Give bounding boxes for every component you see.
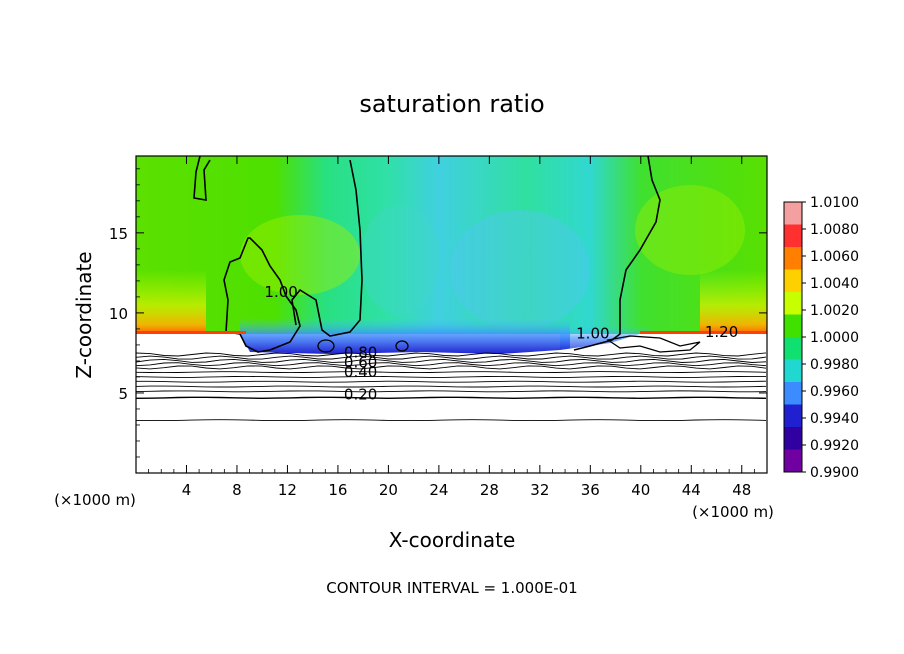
colorbar-label: 1.0100 xyxy=(810,195,859,211)
dry-region-center xyxy=(450,210,590,330)
contour-label: 0.80 xyxy=(344,344,377,362)
colorbar-segment xyxy=(784,449,802,473)
y-tick-label: 10 xyxy=(109,305,128,323)
x-tick-label: 16 xyxy=(328,481,347,499)
colorbar-segment xyxy=(784,337,802,360)
contour-line-1-right xyxy=(573,156,661,351)
colorbar-label: 1.0000 xyxy=(810,330,859,346)
colorbar-label: 1.0060 xyxy=(810,249,859,265)
colorbar-segment xyxy=(784,224,802,248)
contour-line xyxy=(136,365,767,370)
colorbar-segment xyxy=(784,314,802,338)
contour-line xyxy=(136,375,767,378)
x-tick-label: 24 xyxy=(429,481,448,499)
plot-area xyxy=(136,156,767,473)
x-tick-label: 20 xyxy=(379,481,398,499)
y-axis-ticks: 5 10 15 xyxy=(109,168,767,458)
colorbar-label: 0.9960 xyxy=(810,384,859,400)
colorbar-label: 1.0020 xyxy=(810,303,859,319)
colorbar-segment xyxy=(784,247,802,270)
moist-region-left xyxy=(240,215,360,295)
saturation-field-upper xyxy=(136,156,767,334)
contour-line xyxy=(136,380,767,383)
y-axis-label: Z-coordinate xyxy=(72,251,96,378)
colorbar-segment xyxy=(784,292,802,315)
warm-edge-left xyxy=(136,270,206,334)
x-tick-label: 28 xyxy=(480,481,499,499)
contour-line xyxy=(136,362,767,367)
cloud-top-red-right xyxy=(640,331,767,334)
colorbar-segment xyxy=(784,382,802,405)
x-tick-label: 12 xyxy=(278,481,297,499)
colorbar-segment xyxy=(784,202,802,225)
contour-label: 1.00 xyxy=(576,325,609,343)
colorbar-label: 0.9980 xyxy=(810,357,859,373)
chart-title: saturation ratio xyxy=(359,90,544,118)
contour-label: 0.60 xyxy=(344,353,377,371)
x-axis-label: X-coordinate xyxy=(389,528,516,552)
colorbar-label: 1.0080 xyxy=(810,222,859,238)
contour-interval-note: CONTOUR INTERVAL = 1.000E-01 xyxy=(326,579,577,597)
contour-line-1-blobs xyxy=(317,335,701,353)
contour-lines xyxy=(136,352,767,422)
y-tick-label: 15 xyxy=(109,225,128,243)
x-unit-label: (×1000 m) xyxy=(692,503,774,521)
colorbar-segment xyxy=(784,269,802,293)
colorbar-label: 1.0040 xyxy=(810,276,859,292)
cloud-top-red xyxy=(136,331,246,334)
contour-line xyxy=(136,390,767,393)
y-unit-label: (×1000 m) xyxy=(54,491,136,509)
contour-labels: 1.00 1.00 1.20 0.800.600.40 0.20 xyxy=(264,283,738,403)
colorbar-segment xyxy=(784,404,802,428)
colorbar-segment xyxy=(784,427,802,450)
x-tick-label: 36 xyxy=(581,481,600,499)
contour-label: 1.20 xyxy=(705,323,738,341)
contour-label: 0.20 xyxy=(344,385,377,403)
dry-band xyxy=(240,318,570,354)
contour-label: 0.40 xyxy=(344,363,377,381)
x-tick-label: 32 xyxy=(530,481,549,499)
x-tick-label: 44 xyxy=(682,481,701,499)
warm-edge-right xyxy=(700,270,767,334)
y-tick-label: 5 xyxy=(118,385,128,403)
contour-line xyxy=(136,358,767,363)
colorbar-label: 0.9920 xyxy=(810,438,859,454)
contour-line-1-left xyxy=(193,156,363,353)
colorbar-label: 0.9940 xyxy=(810,411,859,427)
contour-label: 1.00 xyxy=(264,283,297,301)
x-axis-ticks: 4 8 12 16 20 24 28 32 36 40 44 48 xyxy=(148,156,755,499)
contour-line xyxy=(136,352,767,357)
contour-line xyxy=(136,355,767,360)
contour-line xyxy=(136,371,767,374)
x-tick-label: 48 xyxy=(732,481,751,499)
x-tick-label: 40 xyxy=(631,481,650,499)
colorbar: 1.0100 1.0080 1.0060 1.0040 1.0020 1.0000 0.99… xyxy=(783,195,859,481)
contour-line xyxy=(136,396,767,400)
colorbar-label: 0.9900 xyxy=(810,465,859,481)
dry-region-left-center xyxy=(360,205,440,315)
x-tick-label: 4 xyxy=(182,481,192,499)
contour-line xyxy=(136,385,767,388)
contour-line xyxy=(136,419,767,422)
x-tick-label: 8 xyxy=(232,481,242,499)
colorbar-segment xyxy=(784,359,802,383)
moist-region-right xyxy=(635,185,745,275)
